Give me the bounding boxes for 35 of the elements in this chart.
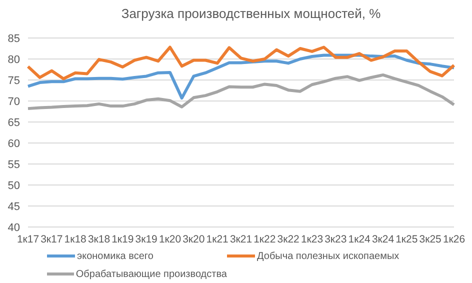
x-tick-label: 1к25 (396, 233, 418, 246)
y-tick-label: 50 (8, 180, 20, 192)
x-tick-label: 3к20 (182, 233, 205, 246)
x-tick-label: 1к26 (442, 233, 466, 246)
x-tick-label: 3к21 (230, 233, 252, 246)
line-series (26, 46, 456, 80)
x-tick-label: 3к25 (419, 233, 442, 246)
x-tick-label: 3к22 (277, 233, 300, 246)
x-tick-label: 1к21 (206, 233, 229, 246)
chart-title: Загрузка производственных мощностей, % (120, 5, 382, 23)
x-tick-label: 1к20 (158, 233, 182, 246)
x-tick-label: 3к24 (372, 233, 394, 246)
x-tick-label: 1к22 (254, 233, 276, 246)
y-tick-label: 80 (8, 54, 20, 66)
y-tick-label: 70 (8, 96, 20, 108)
x-tick-label: 1к23 (300, 233, 324, 246)
x-tick-label: 3к18 (88, 233, 110, 246)
x-tick-label: 1к19 (112, 233, 134, 246)
x-tick-label: 3к17 (40, 233, 63, 246)
x-tick-label: 1к17 (16, 233, 40, 246)
x-tick-label: 1к24 (348, 233, 371, 246)
x-tick-label: 1к18 (64, 233, 87, 246)
legend-label: Добыча полезных ископаемых (257, 250, 400, 262)
y-tick-label: 55 (8, 158, 20, 171)
y-tick-label: 45 (8, 200, 20, 213)
legend-label: экономика всего (77, 250, 154, 262)
y-tick-label: 85 (8, 32, 20, 45)
line-series (26, 73, 456, 110)
y-tick-label: 75 (8, 74, 20, 87)
x-tick-label: 3к23 (324, 233, 347, 246)
y-tick-label: 65 (8, 116, 20, 129)
y-tick-label: 40 (8, 222, 20, 234)
y-tick-label: 60 (8, 138, 20, 150)
x-tick-label: 3к19 (135, 233, 158, 246)
legend-label: Обрабатывающие производства (76, 268, 227, 280)
